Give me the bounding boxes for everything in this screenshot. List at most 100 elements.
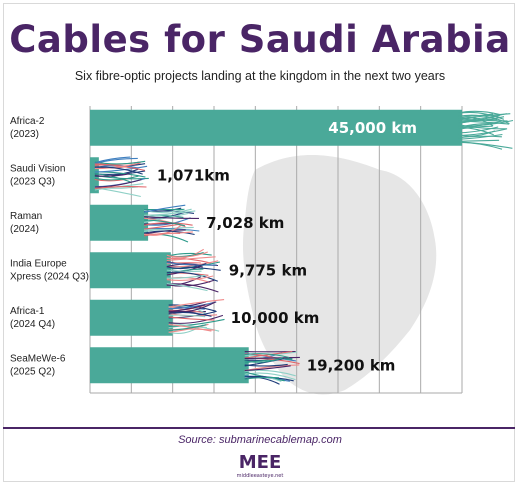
labels-group: Africa-2 (2023) 45,000 km Saudi Vision (2023…	[10, 116, 417, 378]
fibre-strand	[168, 316, 215, 321]
fibre-strand	[166, 269, 202, 272]
category-label: Raman (2024)	[10, 211, 42, 235]
fibre-strand	[144, 210, 196, 216]
fibre-strand	[244, 358, 284, 367]
fibre-strand	[94, 157, 138, 164]
fibre-strand	[168, 314, 206, 318]
fibre-strand	[168, 301, 217, 310]
fibre-strand	[457, 111, 504, 120]
fibre-strand	[166, 262, 207, 270]
category-label: India Europe Xpress (2024 Q3)	[10, 258, 89, 282]
fibre-strand	[244, 369, 296, 377]
fibre-strand	[168, 324, 207, 331]
category-label-line: India Europe	[10, 258, 67, 269]
bar	[90, 109, 462, 146]
mee-logo: MEE middleeasteye.net	[0, 450, 520, 485]
fibre-strand	[166, 283, 208, 292]
fibre-strand	[457, 127, 494, 136]
infographic-frame	[3, 3, 515, 482]
footer-divider	[3, 427, 515, 429]
chart-subtitle: Six fibre-optic projects landing at the …	[74, 69, 446, 83]
fibre-strand	[143, 230, 195, 236]
category-label-line: Africa-2	[10, 116, 45, 127]
category-label: SeaMeWe-6 (2025 Q2)	[10, 353, 66, 377]
bar	[90, 347, 249, 384]
bar	[90, 252, 171, 289]
fibre-strand	[168, 299, 225, 308]
fibre-strand	[244, 372, 296, 381]
logo-mark: MEE	[239, 452, 282, 473]
category-label: Saudi Vision (2023 Q3)	[10, 163, 65, 187]
fibre-strand	[166, 260, 219, 268]
bar	[90, 204, 149, 241]
fibre-strand	[457, 141, 503, 150]
fibre-strand	[166, 271, 219, 282]
fibre-strand	[244, 350, 293, 359]
category-label-line: Saudi Vision	[10, 163, 65, 174]
fibre-strand	[168, 304, 217, 312]
chart-title: Cables for Saudi Arabia	[9, 18, 511, 61]
fibre-strand	[457, 139, 500, 142]
fibre-strand	[457, 119, 498, 124]
fibre-strand	[457, 135, 502, 139]
fibre-strand	[94, 156, 131, 164]
fibre-strand	[144, 223, 179, 230]
category-label-line: (2025 Q2)	[10, 366, 55, 377]
fibre-strand	[94, 166, 143, 175]
category-label-line: (2024)	[10, 224, 39, 235]
fibre-strand	[457, 120, 510, 125]
fibre-strand	[166, 275, 214, 281]
fibre-strand	[166, 251, 208, 258]
fibre-strand	[94, 175, 139, 181]
fibre-strand	[168, 323, 212, 332]
fibre-strand	[144, 216, 200, 219]
fibre-strand	[166, 256, 216, 262]
fibre-strand	[143, 204, 186, 213]
category-label: Africa-1 (2024 Q4)	[10, 306, 55, 330]
fibre-strand	[144, 217, 186, 228]
fibre-strand	[168, 301, 216, 313]
fibre-strand	[168, 314, 224, 324]
fibre-strand	[143, 222, 193, 226]
fibre-strand	[94, 165, 148, 173]
fibre-strand	[166, 276, 202, 286]
fibre-strand	[144, 219, 186, 227]
fibre-strand	[94, 163, 137, 170]
fibre-strand	[457, 124, 508, 130]
fibre-strand	[94, 186, 147, 190]
category-label-line: (2023)	[10, 129, 39, 140]
value-label: 9,775 km	[229, 261, 307, 279]
fibre-strand	[457, 123, 494, 129]
source-note: Source: submarinecablemap.com	[178, 434, 342, 446]
fibre-bundle	[244, 350, 300, 385]
category-label-line: Africa-1	[10, 306, 45, 317]
fibre-strand	[244, 353, 290, 359]
fibre-strand	[94, 163, 146, 171]
category-label-line: Raman	[10, 211, 42, 222]
fibre-strand	[168, 311, 212, 317]
fibre-strand	[457, 126, 499, 134]
bar	[90, 157, 99, 194]
fibre-bundle	[166, 248, 221, 293]
logo-tagline: middleeasteye.net	[237, 473, 284, 479]
fibre-strand	[168, 328, 215, 331]
fibre-strand	[166, 274, 206, 279]
fibre-bundle	[143, 204, 200, 243]
fibre-strand	[244, 357, 284, 363]
fibre-strand	[166, 248, 204, 260]
fibre-bundle	[168, 299, 225, 334]
saudi-map-silhouette	[242, 155, 437, 395]
fibre-strand	[144, 231, 193, 236]
value-label: 1,071km	[157, 166, 230, 184]
value-label: 19,200 km	[307, 356, 396, 374]
fibre-bundle	[94, 156, 149, 198]
bar-chart: Africa-2 (2023) 45,000 km Saudi Vision (2023…	[10, 106, 514, 395]
fibre-strand	[166, 261, 217, 266]
fibre-strand	[244, 376, 279, 380]
category-label-line: SeaMeWe-6	[10, 353, 66, 364]
category-label: Africa-2 (2023)	[10, 116, 45, 140]
fibre-strand	[94, 179, 142, 188]
fibre-strand	[166, 262, 201, 265]
bar	[90, 299, 173, 336]
bars-group	[90, 109, 514, 385]
